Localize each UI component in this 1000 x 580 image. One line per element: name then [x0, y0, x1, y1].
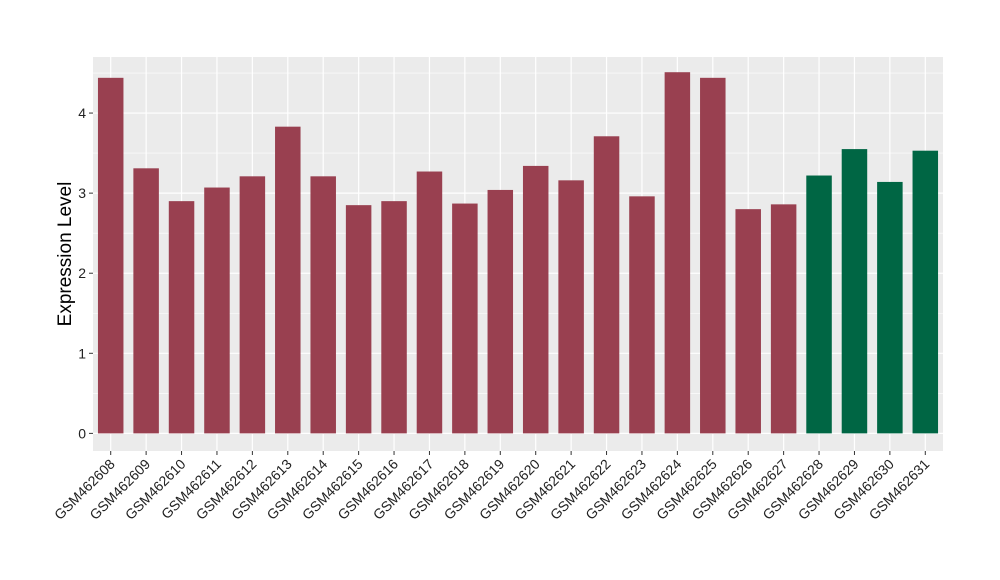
- y-tick-label: 1: [78, 345, 86, 361]
- y-axis-title: Expression Level: [55, 182, 76, 327]
- y-tick-label: 0: [78, 425, 86, 441]
- x-axis: GSM462608GSM462609GSM462610GSM462611GSM4…: [51, 451, 933, 523]
- bar-GSM462621: [558, 180, 584, 434]
- bar-GSM462616: [381, 201, 407, 434]
- bar-GSM462612: [239, 176, 266, 434]
- bar-GSM462617: [416, 171, 443, 434]
- bar-GSM462613: [275, 126, 301, 434]
- bar-GSM462623: [629, 196, 655, 434]
- plot-panel: [93, 57, 943, 451]
- y-tick-label: 2: [78, 265, 86, 281]
- y-tick-label: 4: [78, 105, 86, 121]
- bar-GSM462619: [487, 189, 514, 434]
- y-axis: 0 1 2 3 4: [78, 105, 93, 441]
- bar-GSM462626: [735, 209, 761, 434]
- bar-GSM462631: [912, 150, 939, 434]
- bar-GSM462627: [770, 204, 797, 434]
- bar-GSM462622: [593, 136, 620, 434]
- bar-GSM462629: [841, 149, 868, 434]
- bar-GSM462608: [97, 77, 124, 434]
- bars: [97, 72, 939, 434]
- bar-GSM462611: [204, 187, 230, 434]
- bar-GSM462620: [522, 165, 549, 434]
- bar-GSM462618: [452, 203, 478, 434]
- bar-GSM462610: [168, 201, 195, 434]
- bar-GSM462624: [664, 72, 691, 434]
- bar-GSM462630: [877, 181, 903, 434]
- bar-GSM462609: [133, 168, 159, 434]
- bar-GSM462614: [310, 176, 336, 434]
- bar-GSM462625: [700, 77, 726, 434]
- bar-GSM462615: [345, 205, 372, 434]
- y-tick-label: 3: [78, 185, 86, 201]
- bar-GSM462628: [806, 175, 832, 434]
